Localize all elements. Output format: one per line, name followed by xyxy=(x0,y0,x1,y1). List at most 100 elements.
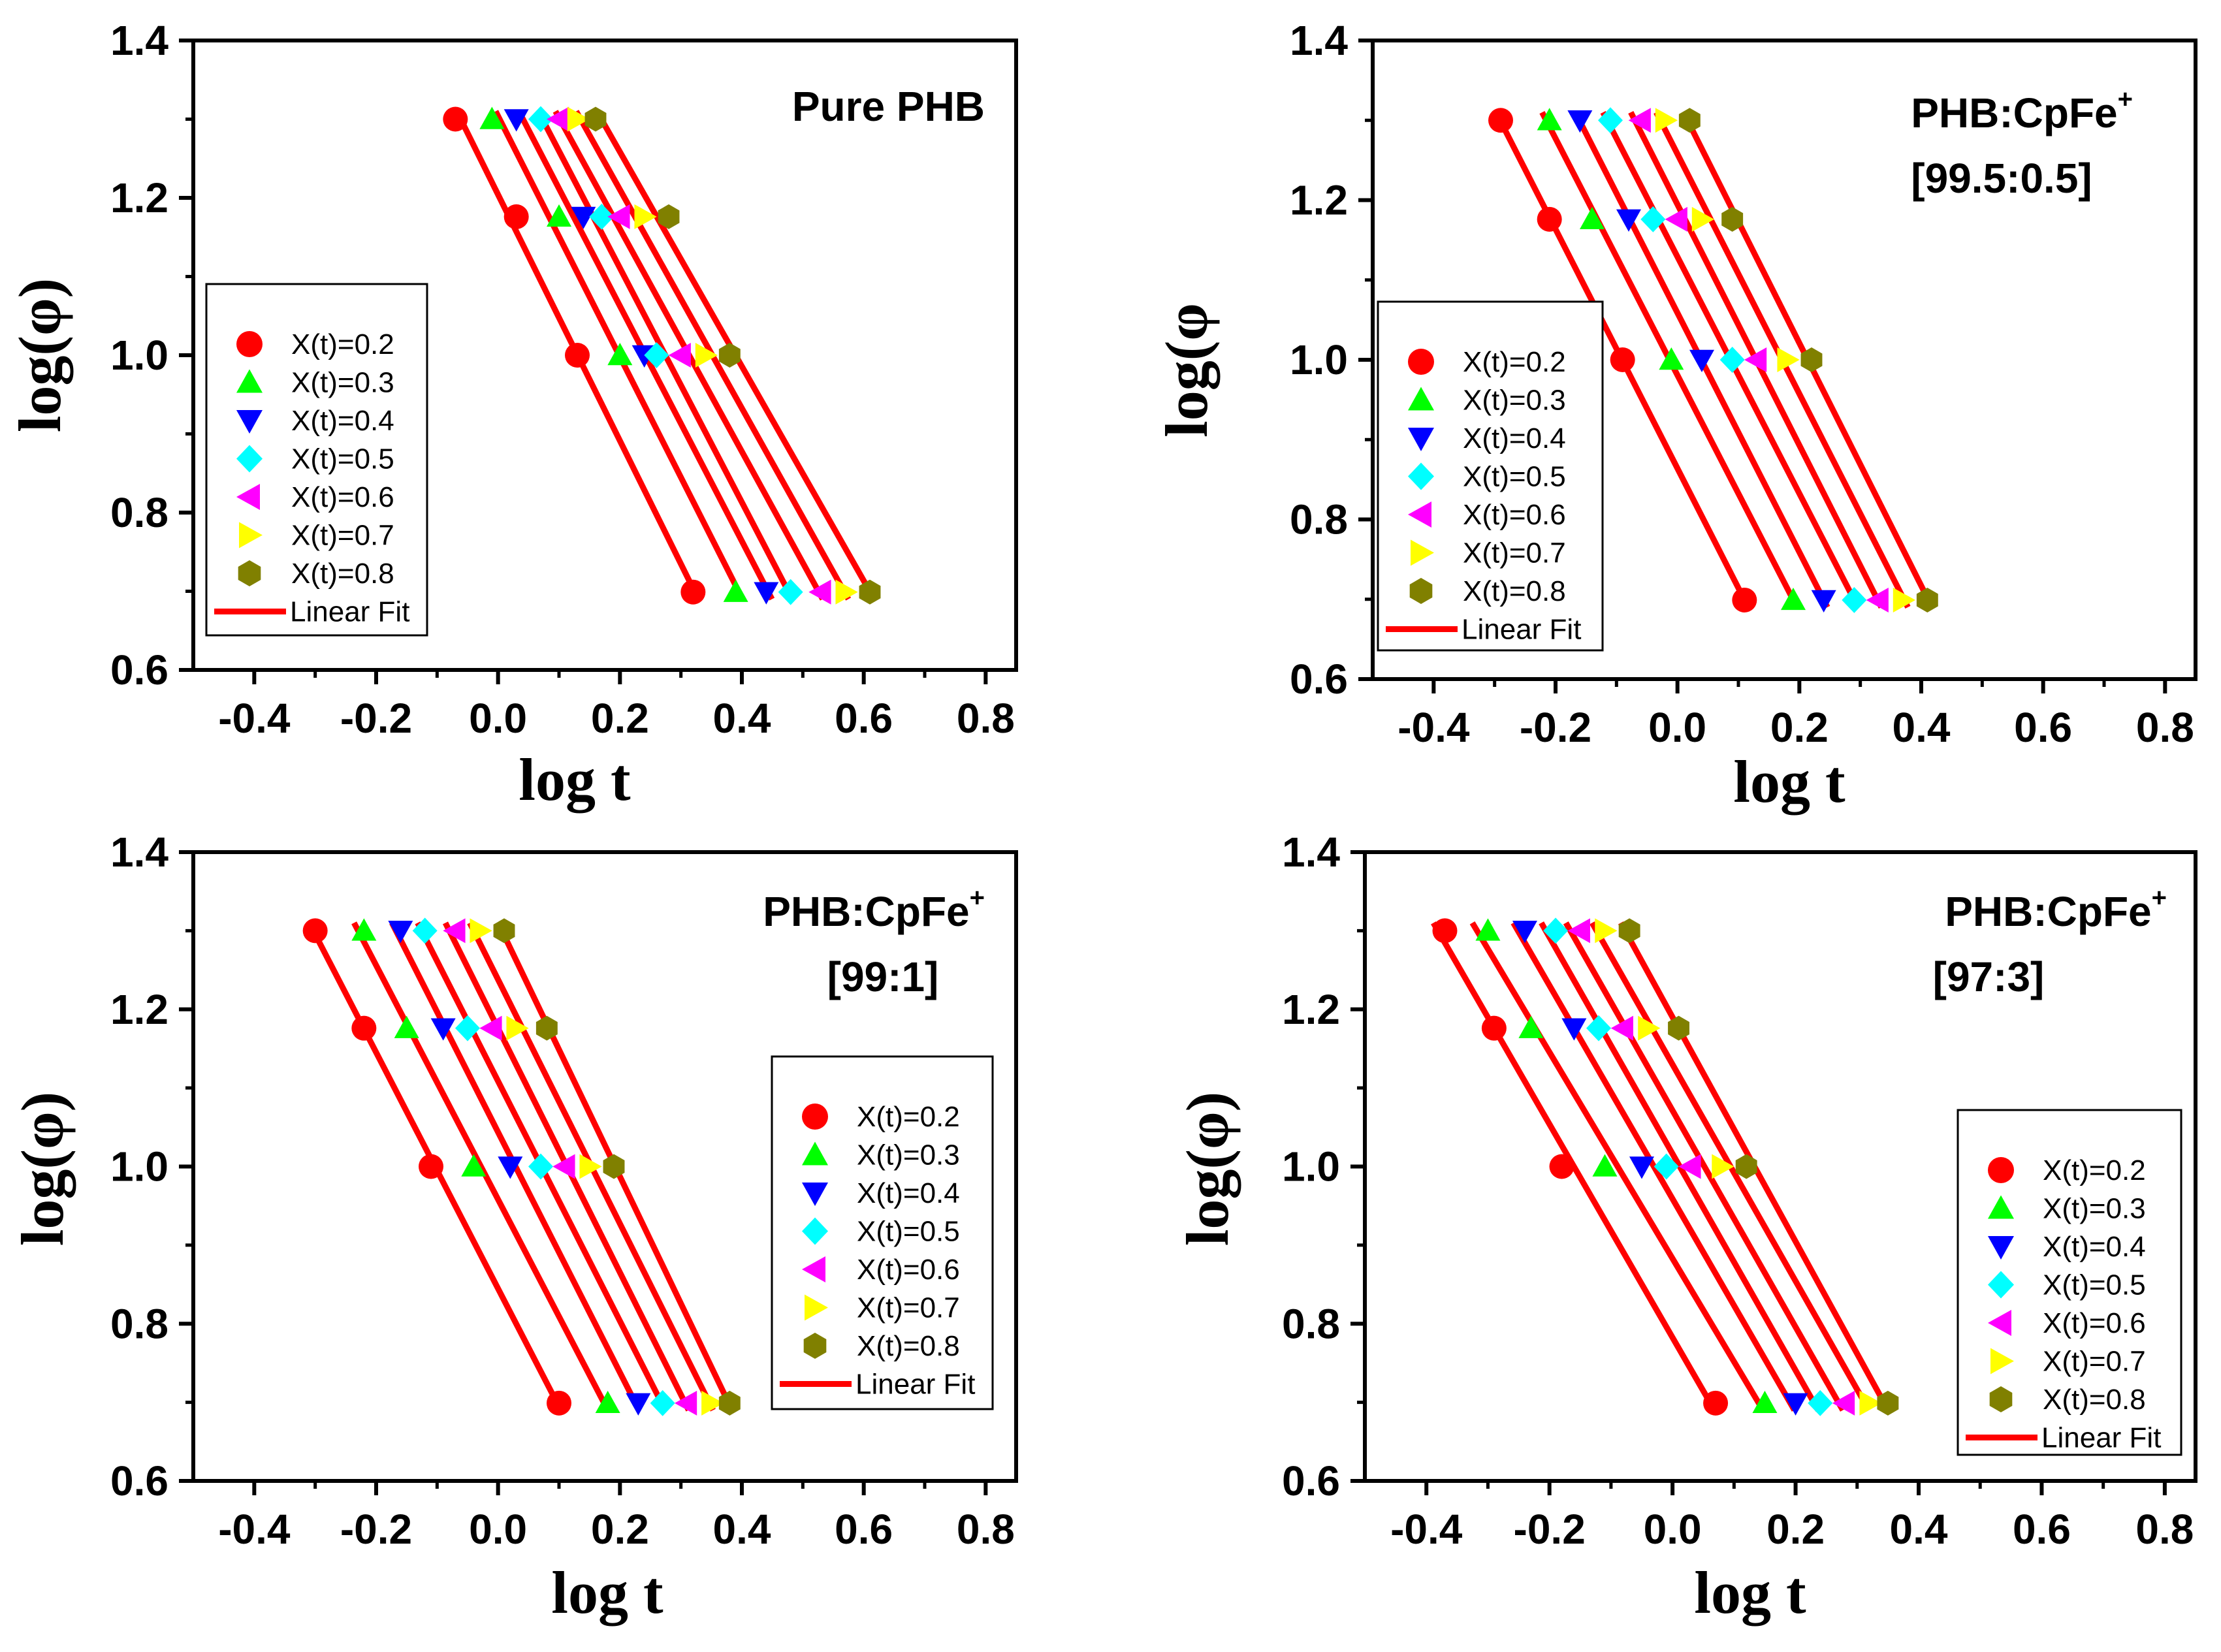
legend-label: X(t)=0.8 xyxy=(2043,1384,2146,1416)
legend-marker xyxy=(1411,539,1434,566)
x-tick-label: -0.4 xyxy=(1398,704,1470,751)
x-tick-label: -0.2 xyxy=(1514,1506,1586,1553)
panel-title-main: PHB:CpFe xyxy=(763,888,969,935)
legend-marker xyxy=(1408,462,1434,490)
legend: X(t)=0.2 X(t)=0.3 X(t)=0.4 X(t)=0.5 X(t)=0.6… xyxy=(771,1055,994,1410)
y-tick-label: 1.4 xyxy=(110,17,168,64)
legend-label: X(t)=0.4 xyxy=(1463,422,1566,454)
data-point xyxy=(503,109,529,132)
legend-label: X(t)=0.8 xyxy=(291,558,394,590)
legend-label: X(t)=0.4 xyxy=(2043,1231,2146,1263)
x-tick-label: -0.4 xyxy=(1390,1506,1463,1553)
series-X(t)=0.5 xyxy=(1598,107,1867,613)
linear-fit-line xyxy=(1469,921,1766,1412)
y-tick-label: 0.6 xyxy=(1282,1457,1340,1504)
legend-label-fit: Linear Fit xyxy=(2041,1422,2161,1454)
data-point xyxy=(351,1015,377,1041)
legend-label: X(t)=0.8 xyxy=(1463,575,1566,607)
data-point xyxy=(503,204,529,229)
x-tick-label: -0.2 xyxy=(340,1506,412,1553)
data-point xyxy=(1719,347,1745,373)
series-X(t)=0.2 xyxy=(443,106,706,605)
legend-label: X(t)=0.6 xyxy=(2043,1307,2146,1339)
legend: X(t)=0.2 X(t)=0.3 X(t)=0.4 X(t)=0.5 X(t)=0.6… xyxy=(1377,300,1604,652)
data-point xyxy=(552,1154,575,1179)
data-point xyxy=(859,579,881,605)
series-X(t)=0.3 xyxy=(479,106,748,602)
y-axis-title: log(φ) xyxy=(9,1092,76,1246)
data-point xyxy=(1561,1018,1587,1041)
series-X(t)=0.8 xyxy=(1678,108,1938,612)
series-X(t)=0.3 xyxy=(351,918,620,1414)
series-X(t)=0.8 xyxy=(493,918,741,1416)
legend-marker xyxy=(238,560,261,586)
data-point xyxy=(1595,918,1618,944)
data-point xyxy=(1783,1393,1808,1416)
data-point xyxy=(470,918,492,944)
series-X(t)=0.6 xyxy=(443,918,697,1416)
legend-label: X(t)=0.7 xyxy=(857,1292,960,1324)
x-tick-label: 0.6 xyxy=(2014,704,2072,751)
y-tick-label: 0.8 xyxy=(110,489,168,536)
y-tick-label: 1.4 xyxy=(110,829,168,876)
data-point xyxy=(1488,108,1513,133)
legend-marker xyxy=(1988,1310,2011,1336)
panel-title-main: PHB:CpFe xyxy=(1911,89,2117,136)
x-tick-label: 0.6 xyxy=(835,695,893,742)
series-X(t)=0.2 xyxy=(302,918,571,1416)
linear-fit-line xyxy=(351,921,611,1412)
legend-marker xyxy=(236,410,263,434)
data-point xyxy=(579,1154,602,1179)
data-point xyxy=(571,206,596,229)
data-point xyxy=(528,106,553,133)
x-tick-label: 0.4 xyxy=(713,695,771,742)
data-point xyxy=(1610,347,1635,372)
data-point xyxy=(1512,921,1537,944)
data-point xyxy=(589,203,615,230)
legend-label: X(t)=0.8 xyxy=(857,1330,960,1362)
data-point xyxy=(1610,1015,1633,1041)
series-X(t)=0.7 xyxy=(470,918,724,1416)
data-point xyxy=(443,106,468,132)
data-point xyxy=(1777,347,1800,372)
x-tick-label: -0.2 xyxy=(340,695,412,742)
data-point xyxy=(1678,108,1701,133)
linear-fit-line xyxy=(1510,921,1797,1412)
x-tick-label: -0.4 xyxy=(218,1506,291,1553)
legend-label: X(t)=0.7 xyxy=(291,520,394,552)
data-point xyxy=(754,582,779,605)
data-point xyxy=(1537,206,1562,232)
data-point xyxy=(584,106,607,132)
x-axis-title: log t xyxy=(1733,748,1846,815)
data-point xyxy=(1475,918,1501,941)
data-point xyxy=(1735,1154,1757,1179)
panel-title-superscript: + xyxy=(2118,85,2133,114)
data-point xyxy=(835,579,858,605)
y-tick-label: 0.6 xyxy=(110,1457,168,1504)
series-X(t)=0.5 xyxy=(528,106,803,605)
data-point xyxy=(1744,347,1767,372)
legend-label: X(t)=0.6 xyxy=(1463,499,1566,531)
legend-label: X(t)=0.6 xyxy=(857,1254,960,1286)
x-tick-label: 0.2 xyxy=(591,695,649,742)
data-point xyxy=(603,1154,625,1179)
x-tick-label: 0.4 xyxy=(1890,1506,1948,1553)
legend-marker xyxy=(239,522,263,548)
data-point xyxy=(535,1015,558,1041)
series-X(t)=0.4 xyxy=(1567,110,1836,612)
data-point xyxy=(1800,347,1823,372)
y-tick-label: 0.8 xyxy=(1290,496,1348,543)
y-tick-label: 1.2 xyxy=(1290,177,1348,224)
data-point xyxy=(565,343,590,368)
x-axis-title: log t xyxy=(551,1559,663,1626)
data-point xyxy=(1781,587,1806,611)
data-point xyxy=(479,1015,502,1041)
legend-label: X(t)=0.2 xyxy=(291,328,394,360)
x-tick-label: 0.8 xyxy=(2136,704,2194,751)
data-point xyxy=(1586,1015,1612,1041)
series-X(t)=0.8 xyxy=(584,106,881,605)
panel-title: PHB:CpFe+ xyxy=(1945,883,2167,935)
data-point xyxy=(1832,1390,1855,1416)
